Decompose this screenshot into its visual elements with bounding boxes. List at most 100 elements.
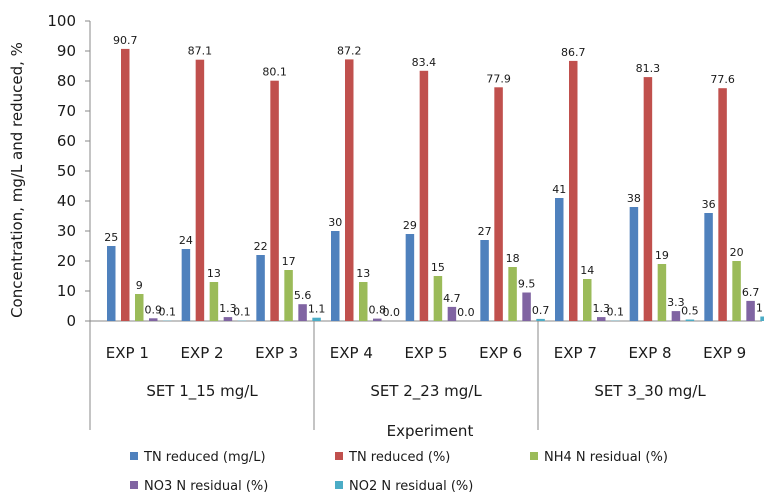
bar [508,267,517,321]
bar [331,231,340,321]
legend-swatch [530,452,538,460]
data-label: 90.7 [113,34,138,47]
bar [359,282,368,321]
bar [480,240,489,321]
data-labels: 2590.790.90.12487.1131.30.12280.1175.61.… [104,34,764,319]
data-label: 0.0 [457,306,475,319]
legend-label: NH4 N residual (%) [544,450,668,465]
bar [704,213,713,321]
data-label: 80.1 [262,66,287,79]
y-tick-label: 90 [57,42,76,60]
bars [107,48,764,322]
legend-swatch [130,452,138,460]
data-label: 1.5 [756,302,764,315]
x-tick-label: EXP 7 [554,344,597,362]
bar [107,246,116,321]
data-label: 13 [207,267,221,280]
bar [643,77,653,321]
data-label: 5.6 [294,289,312,302]
y-tick-label: 80 [57,72,76,90]
data-label: 17 [282,255,296,268]
bar [583,279,592,321]
bar [569,60,578,322]
data-label: 9 [136,279,143,292]
bar [284,270,293,321]
data-label: 81.3 [636,62,661,75]
data-label: 24 [179,234,193,247]
bar [419,70,429,321]
bar [494,87,503,321]
bar [223,317,233,321]
x-axis: EXP 1 EXP 2 EXP 3 EXP 4 EXP 5 EXP 6 EXP 7 EXP 8… [106,321,746,430]
group-label: SET 3_30 mg/L [594,382,706,401]
x-tick-label: EXP 1 [106,344,149,362]
data-label: 4.7 [443,292,461,305]
bar [209,282,219,321]
data-label: 9.5 [518,278,536,291]
data-label: 41 [552,183,566,196]
data-label: 30 [328,216,342,229]
data-label: 1.1 [308,303,326,316]
data-label: 87.1 [188,45,213,58]
y-tick-label: 100 [47,12,76,30]
data-label: 1.3 [593,302,611,315]
group-label: SET 2_23 mg/L [370,382,482,401]
data-label: 38 [627,192,641,205]
legend-label: NO2 N residual (%) [349,479,473,494]
x-tick-label: EXP 4 [330,344,373,362]
data-label: 20 [730,246,744,259]
data-label: 22 [254,240,268,253]
legend-swatch [130,481,138,489]
y-tick-label: 50 [57,162,76,180]
y-tick-label: 60 [57,132,76,150]
y-tick-label: 40 [57,192,76,210]
data-label: 13 [356,267,370,280]
data-label: 25 [104,231,118,244]
bar [298,304,307,321]
bar [447,306,457,321]
bar [405,234,415,321]
bar [685,319,695,321]
bar [345,59,354,322]
data-label: 14 [580,264,594,277]
data-label: 3.3 [667,296,685,309]
bar [760,316,764,321]
bar [373,318,382,321]
bar [746,300,755,321]
legend-label: NO3 N residual (%) [144,479,268,494]
data-label: 6.7 [742,286,760,299]
bar [181,249,191,321]
data-label: 0.9 [145,303,163,316]
bar [195,59,205,321]
bar [555,198,564,321]
data-label: 1.3 [219,302,237,315]
data-label: 77.6 [710,73,735,86]
bar [671,311,681,321]
legend-swatch [335,452,343,460]
axes: 0 10 20 30 40 50 60 70 80 90 100 [47,12,762,430]
y-tick-label: 30 [57,222,76,240]
data-label: 0.5 [681,305,699,318]
x-axis-title: Experiment [387,422,474,440]
group-label: SET 1_15 mg/L [146,382,258,401]
bar [536,318,545,321]
data-label: 15 [431,261,445,274]
data-label: 0.7 [532,304,550,317]
bar [135,294,144,321]
x-tick-label: EXP 8 [628,344,671,362]
data-label: 0.1 [159,306,177,319]
data-label: 19 [655,249,669,262]
legend-label: TN reduced (mg/L) [143,450,266,465]
legend: TN reduced (mg/L) TN reduced (%) NH4 N res… [130,450,668,494]
data-label: 36 [702,198,716,211]
x-tick-label: EXP 3 [255,344,298,362]
bar [256,255,265,321]
data-label: 83.4 [412,56,437,69]
bar [121,48,130,322]
data-label: 77.9 [486,72,511,85]
bar [149,318,158,321]
data-label: 29 [403,219,417,232]
y-axis-title: Concentration, mg/L and reduced, % [8,42,26,318]
x-tick-label: EXP 9 [703,344,746,362]
